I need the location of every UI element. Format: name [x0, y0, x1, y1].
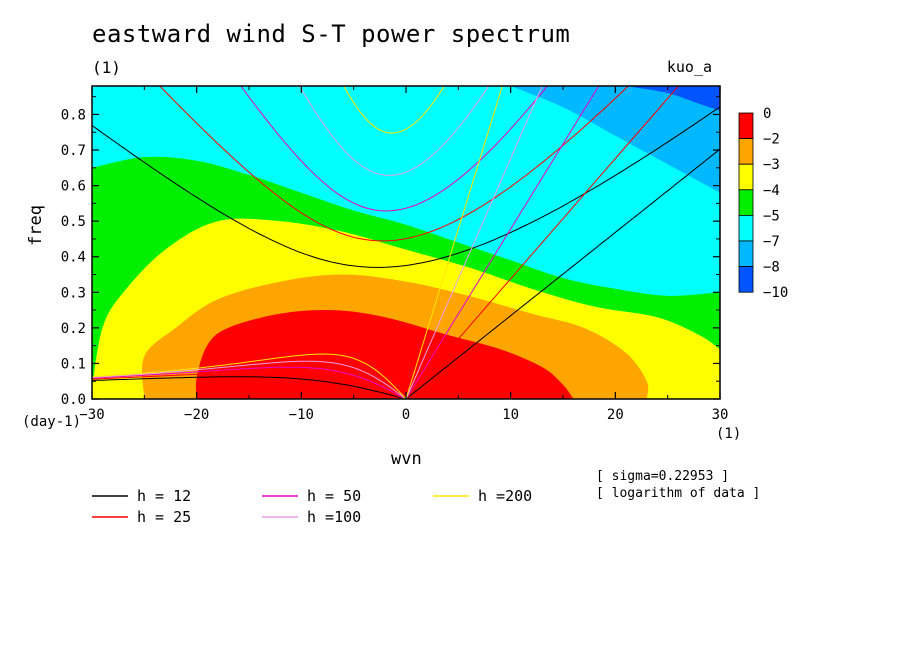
curve-rossby-h25	[92, 371, 407, 399]
y-tick-label: 0.0	[61, 392, 86, 408]
curve-ig-h12	[92, 106, 720, 268]
colorbar-label: −4	[763, 183, 780, 199]
colorbar-swatch	[738, 214, 754, 242]
legend-label: h = 50	[307, 487, 361, 505]
colorbar-swatch	[738, 240, 754, 268]
curve-ig-h50	[240, 86, 548, 212]
curve-rossby-h200	[92, 353, 407, 399]
colorbar-label: −8	[763, 260, 780, 276]
axes: −30 −20 −10 0 10 20 30 0.0 0.1 0.2 0.3 0.4 0.5 0.6 0.7…	[61, 85, 729, 423]
curve-rossby-h100	[92, 360, 407, 399]
dispersion-curves	[92, 86, 720, 399]
legend-label: h =100	[307, 508, 361, 526]
legend-label: h =200	[478, 487, 532, 505]
x-tick-label: −10	[289, 407, 314, 423]
y-tick-label: 0.4	[61, 250, 86, 266]
colorbar-swatch	[738, 138, 754, 165]
x-axis-unit: (1)	[716, 426, 742, 442]
x-tick-label: −30	[79, 407, 104, 423]
colorbar-label: −10	[763, 285, 788, 301]
chart-run-label: kuo_a	[666, 58, 712, 76]
y-tick-label: 0.2	[61, 321, 86, 337]
colorbar: 0 −2 −3 −4 −5 −7 −8 −10	[738, 106, 788, 301]
curve-kelvin-h50	[405, 86, 600, 399]
x-tick-label: 20	[607, 407, 624, 423]
y-tick-label: 0.7	[61, 143, 86, 159]
curve-kelvin-h25	[405, 86, 680, 399]
curve-ig-h100	[298, 86, 490, 176]
y-tick-label: 0.1	[61, 356, 86, 372]
legend-label: h = 12	[137, 487, 191, 505]
y-tick-label: 0.3	[61, 285, 86, 301]
colorbar-label: −3	[763, 157, 780, 173]
y-tick-label: 0.6	[61, 179, 86, 195]
curve-ig-h200	[343, 86, 445, 134]
colorbar-swatch	[738, 189, 754, 216]
region-level-0-2	[195, 309, 574, 399]
colorbar-label: −5	[763, 208, 780, 224]
chart-subtitle-unit: (1)	[92, 58, 121, 77]
colorbar-swatch	[738, 163, 754, 191]
y-tick-label: 0.8	[61, 107, 86, 123]
x-tick-label: −20	[184, 407, 209, 423]
legend-label: h = 25	[137, 508, 191, 526]
x-axis-label: wvn	[391, 449, 422, 469]
region-level-7-8	[510, 86, 720, 193]
legend: h = 12 h = 25 h = 50 h =100 h =200	[92, 487, 532, 526]
colorbar-swatch	[738, 266, 754, 293]
x-tick-label: 30	[712, 407, 729, 423]
y-axis-unit: (day-1)	[22, 414, 82, 430]
curve-kelvin-h12	[405, 148, 720, 399]
y-tick-label: 0.5	[61, 214, 86, 230]
log-note: [ logarithm of data ]	[596, 486, 761, 501]
chart-title: eastward wind S-T power spectrum	[92, 20, 571, 48]
x-tick-label: 10	[502, 407, 519, 423]
curve-ig-h25	[159, 86, 630, 242]
colorbar-label: −7	[763, 234, 780, 250]
colorbar-swatch	[738, 112, 754, 140]
curve-kelvin-h200	[405, 86, 503, 399]
curve-rossby-h12	[92, 376, 407, 399]
sigma-note: [ sigma=0.22953 ]	[596, 469, 730, 484]
colorbar-label: −2	[763, 132, 780, 148]
x-tick-label: 0	[402, 407, 410, 423]
curve-rossby-h50	[92, 366, 407, 399]
colorbar-label: 0	[763, 106, 771, 122]
region-level-8-10	[625, 86, 720, 111]
curve-kelvin-h100	[405, 86, 543, 399]
